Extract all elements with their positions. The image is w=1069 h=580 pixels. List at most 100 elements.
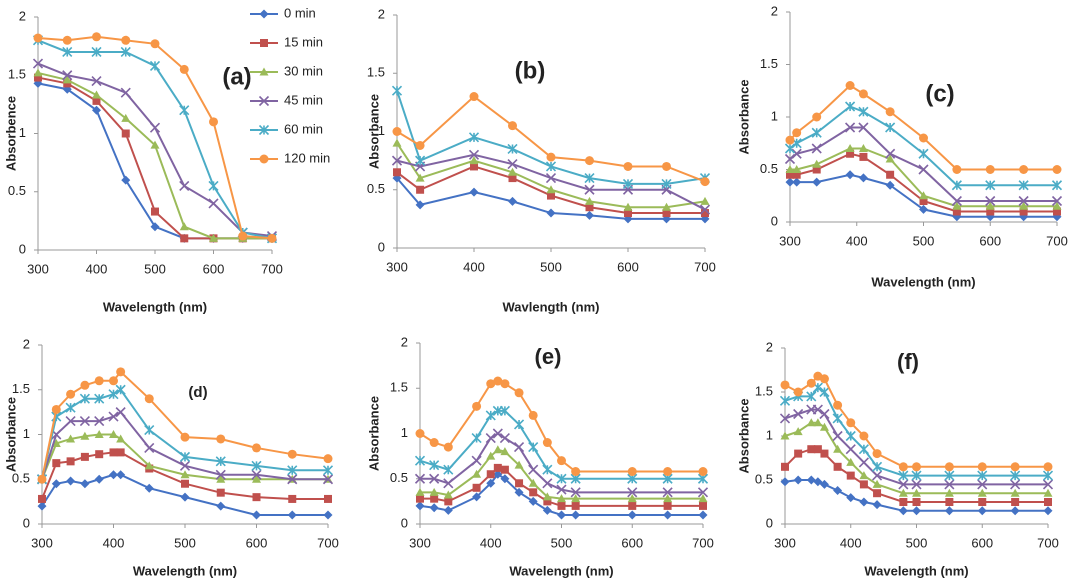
x-tick-label: 700 (1046, 233, 1068, 248)
marker (545, 161, 557, 172)
marker (919, 191, 928, 200)
marker (557, 494, 566, 503)
x-tick-label: 700 (1037, 535, 1059, 550)
marker (622, 178, 634, 189)
marker (951, 180, 962, 191)
x-tick-label: 500 (174, 535, 196, 550)
marker (986, 207, 995, 216)
marker (833, 444, 843, 453)
marker (846, 493, 856, 503)
marker (1010, 506, 1020, 516)
marker (500, 379, 510, 389)
x-tick-label: 500 (913, 233, 935, 248)
marker (898, 462, 908, 472)
legend-label: 60 min (284, 121, 323, 136)
marker (79, 393, 90, 404)
marker (33, 33, 43, 43)
y-tick-label: 0.5 (760, 161, 778, 176)
marker (977, 488, 987, 497)
x-tick-label: 400 (840, 535, 862, 550)
marker (571, 501, 580, 510)
marker (499, 405, 510, 416)
marker (846, 471, 855, 480)
marker (699, 501, 707, 510)
y-tick-label: 2 (23, 336, 30, 351)
marker (546, 208, 556, 218)
marker (585, 210, 594, 220)
marker (109, 376, 118, 386)
marker (37, 501, 47, 511)
marker (392, 138, 402, 147)
marker (584, 173, 595, 184)
marker (919, 204, 928, 214)
marker (985, 201, 995, 210)
marker (414, 455, 426, 466)
marker (115, 384, 126, 395)
marker (859, 431, 869, 441)
marker (515, 479, 524, 488)
marker (109, 448, 118, 457)
marker (120, 87, 131, 98)
marker (92, 32, 101, 42)
marker (663, 510, 673, 520)
marker (144, 483, 154, 493)
panel-label: (e) (535, 344, 562, 369)
marker (846, 457, 856, 466)
marker (912, 462, 921, 472)
marker (1051, 180, 1063, 191)
marker (33, 68, 43, 77)
marker (492, 428, 503, 439)
marker (116, 367, 126, 377)
marker (885, 107, 895, 117)
marker (391, 155, 403, 166)
marker (507, 143, 518, 155)
x-tick-label: 600 (246, 535, 268, 550)
marker (508, 174, 517, 183)
marker (62, 46, 73, 58)
x-tick-label: 300 (31, 535, 53, 550)
marker (556, 473, 567, 484)
panel: 0 0.5 1 1.5 2 300 400 500 600 700 Wavlength (nm) Ab… (366, 6, 715, 314)
marker (699, 204, 711, 215)
marker (514, 460, 524, 469)
x-tick-label: 500 (144, 261, 166, 276)
panel: 0 0.5 1 1.5 2 300 400 500 600 700 Wavelength (nm) A… (3, 336, 338, 578)
y-axis-label: Absorbance (736, 398, 751, 473)
marker (486, 451, 496, 460)
marker (542, 478, 553, 489)
marker (66, 389, 76, 399)
marker (468, 149, 480, 160)
x-tick-label: 600 (617, 259, 639, 274)
marker (1053, 207, 1061, 216)
marker (1043, 488, 1053, 497)
marker (628, 501, 637, 510)
marker (858, 173, 868, 183)
marker (181, 479, 189, 488)
marker (872, 479, 882, 488)
y-tick-label: 1 (401, 425, 408, 440)
marker (150, 39, 160, 49)
marker (485, 410, 496, 421)
marker (51, 438, 61, 447)
y-tick-label: 0 (23, 515, 30, 530)
marker (1018, 195, 1029, 207)
marker (977, 506, 987, 516)
marker (785, 135, 795, 145)
marker (945, 498, 954, 506)
marker (507, 159, 518, 170)
marker (944, 488, 954, 497)
marker (144, 394, 154, 404)
marker (468, 132, 480, 143)
panel: 0 0.5 1 1.5 2 300 400 500 600 700 Wavelength (nm) A… (366, 334, 713, 578)
x-tick-label: 300 (409, 535, 431, 550)
marker (885, 154, 895, 163)
legend-marker (259, 67, 269, 76)
y-tick-label: 0.5 (390, 470, 408, 485)
marker (871, 461, 883, 472)
marker (623, 161, 633, 171)
marker (784, 153, 796, 165)
x-tick-label: 500 (906, 535, 928, 550)
marker (216, 501, 226, 511)
marker (985, 180, 996, 191)
marker (780, 431, 790, 440)
